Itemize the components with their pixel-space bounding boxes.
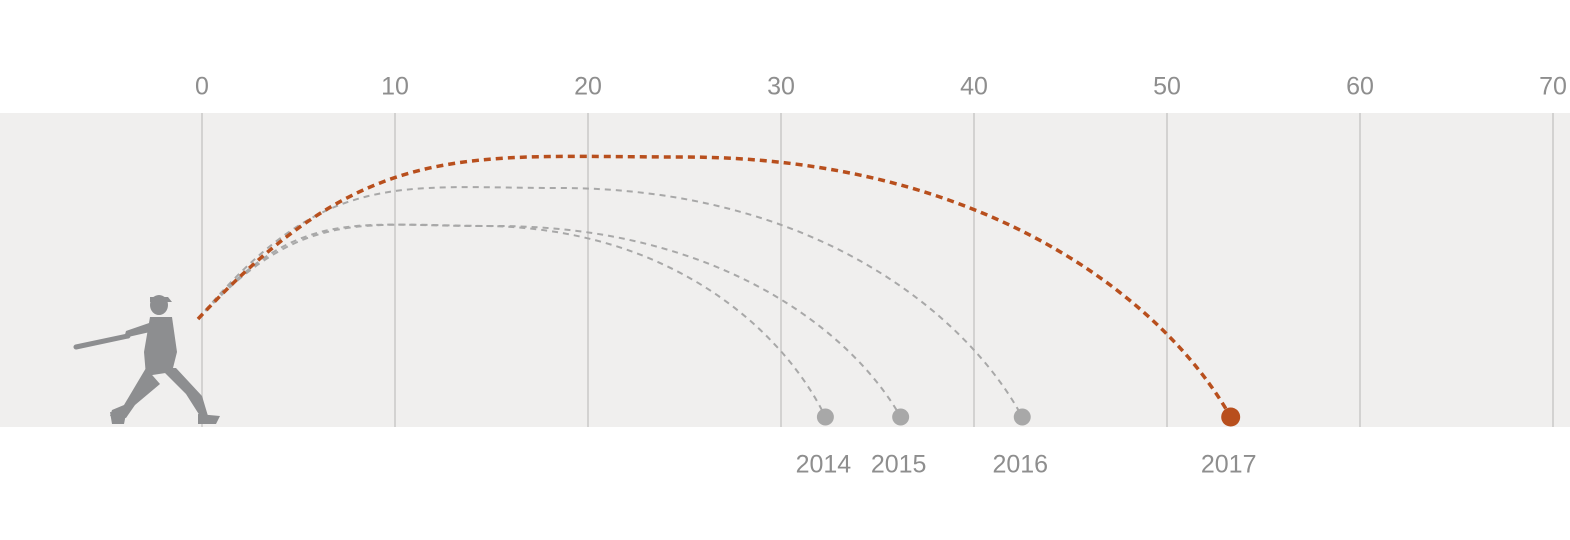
year-label-2016: 2016	[992, 451, 1048, 479]
trajectories	[196, 154, 1233, 418]
landing-point-2015	[892, 408, 910, 426]
x-tick-label: 40	[960, 73, 988, 101]
landing-point-2017	[1221, 407, 1241, 427]
landing-point-2014	[816, 408, 834, 426]
x-axis-ticks: 0 10 20 30 40 50 60 70	[195, 73, 1567, 101]
landing-points	[816, 407, 1241, 427]
landing-point-2016	[1013, 408, 1031, 426]
year-label-2015: 2015	[871, 451, 927, 479]
year-labels: 2014 2015 2016 2017	[796, 451, 1257, 479]
trajectory-2016	[197, 186, 1024, 418]
x-tick-label: 60	[1346, 73, 1374, 101]
trajectory-2017	[196, 154, 1233, 418]
x-tick-label: 30	[767, 73, 795, 101]
year-label-2017: 2017	[1201, 451, 1257, 479]
x-tick-label: 70	[1539, 73, 1567, 101]
x-tick-label: 50	[1153, 73, 1181, 101]
trajectory-2015	[197, 223, 902, 418]
baseball-batter-icon	[73, 295, 220, 424]
x-tick-label: 20	[574, 73, 602, 101]
x-tick-label: 0	[195, 73, 209, 101]
chart-plot-area	[0, 113, 1570, 427]
year-label-2014: 2014	[796, 451, 852, 479]
grid-lines	[201, 113, 1554, 427]
x-tick-label: 10	[381, 73, 409, 101]
